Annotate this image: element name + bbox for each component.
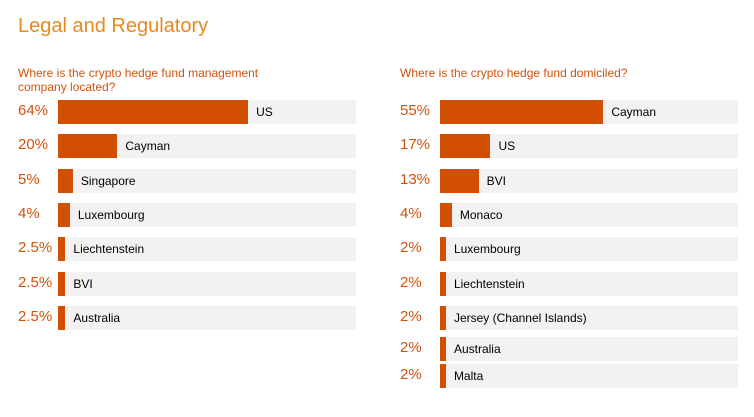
bar-track: Singapore — [58, 168, 356, 193]
bar-row: 2% Jersey (Channel Islands) — [400, 305, 740, 330]
bar-row: 4% Monaco — [400, 202, 740, 227]
category-label: Liechtenstein — [453, 276, 525, 291]
chart-panel-domicile: Where is the crypto hedge fund domiciled… — [400, 66, 740, 388]
category-label: Australia — [73, 310, 121, 325]
category-label: BVI — [73, 276, 93, 291]
bar-track: Luxembourg — [440, 237, 738, 262]
category-label: Luxembourg — [453, 242, 521, 257]
bar-row: 2.5% Australia — [18, 305, 358, 330]
bar-track: Liechtenstein — [440, 271, 738, 296]
bar — [58, 202, 70, 227]
bar-row: 55% Cayman — [400, 100, 740, 124]
bar-track: Australia — [440, 337, 738, 361]
value-label: 13% — [400, 170, 431, 188]
bar-row: 2% Malta — [400, 364, 740, 388]
value-label: 2% — [400, 273, 422, 291]
bar-track: Liechtenstein — [58, 237, 356, 262]
bar-track: Cayman — [440, 100, 738, 124]
bar — [440, 134, 491, 159]
bar-row: 64% US — [18, 100, 358, 124]
bar — [58, 237, 66, 262]
bar — [58, 305, 66, 330]
category-label: Jersey (Channel Islands) — [453, 310, 587, 325]
bar-row: 2% Australia — [400, 337, 740, 361]
value-label: 2% — [400, 239, 422, 257]
value-label: 2.5% — [18, 239, 53, 257]
category-label: BVI — [486, 173, 506, 188]
category-label: Monaco — [459, 207, 503, 222]
bar-track: US — [440, 134, 738, 159]
value-label: 4% — [400, 204, 422, 222]
category-label: Cayman — [611, 105, 657, 119]
bar-track: Cayman — [58, 134, 356, 159]
bar-row: 20% Cayman — [18, 134, 358, 159]
value-label: 2% — [400, 339, 422, 356]
value-label: 55% — [400, 102, 431, 119]
bar-track: US — [58, 100, 356, 124]
value-label: 2% — [400, 307, 422, 325]
category-label: Luxembourg — [77, 207, 145, 222]
category-label: US — [256, 105, 273, 119]
bar — [440, 237, 446, 262]
bar-row: 17% US — [400, 134, 740, 159]
value-label: 17% — [400, 136, 431, 154]
bar-row: 4% Luxembourg — [18, 202, 358, 227]
value-label: 20% — [18, 136, 49, 154]
bar-row: 2% Liechtenstein — [400, 271, 740, 296]
category-label: Australia — [453, 342, 501, 356]
bar — [58, 271, 66, 296]
bar — [440, 168, 479, 193]
page-title: Legal and Regulatory — [18, 15, 209, 37]
category-label: Liechtenstein — [73, 242, 145, 257]
category-label: Cayman — [125, 139, 171, 154]
bar-track: BVI — [58, 271, 356, 296]
bar — [440, 364, 446, 388]
bar — [58, 134, 118, 159]
bar — [440, 337, 446, 361]
chart-title-location: Where is the crypto hedge fund managemen… — [18, 66, 259, 94]
bar — [440, 100, 604, 124]
bar — [58, 168, 73, 193]
bar-row: 2.5% Liechtenstein — [18, 237, 358, 262]
value-label: 2.5% — [18, 307, 53, 325]
category-label: Singapore — [80, 173, 136, 188]
bar-track: Luxembourg — [58, 202, 356, 227]
bar-row: 13% BVI — [400, 168, 740, 193]
value-label: 2.5% — [18, 273, 53, 291]
bar-track: Australia — [58, 305, 356, 330]
bar — [440, 202, 452, 227]
bar — [440, 305, 446, 330]
bar-track: BVI — [440, 168, 738, 193]
value-label: 5% — [18, 170, 40, 188]
value-label: 64% — [18, 102, 49, 119]
chart-title-domicile: Where is the crypto hedge fund domiciled… — [400, 66, 628, 80]
bar-row: 5% Singapore — [18, 168, 358, 193]
category-label: Malta — [453, 369, 484, 383]
bar-track: Malta — [440, 364, 738, 388]
chart-panel-location: Where is the crypto hedge fund managemen… — [18, 66, 358, 330]
bar — [58, 100, 249, 124]
value-label: 4% — [18, 204, 40, 222]
bar-row: 2% Luxembourg — [400, 237, 740, 262]
bar-track: Monaco — [440, 202, 738, 227]
bar-row: 2.5% BVI — [18, 271, 358, 296]
bar — [440, 271, 446, 296]
category-label: US — [498, 139, 516, 154]
value-label: 2% — [400, 366, 422, 383]
bar-track: Jersey (Channel Islands) — [440, 305, 738, 330]
